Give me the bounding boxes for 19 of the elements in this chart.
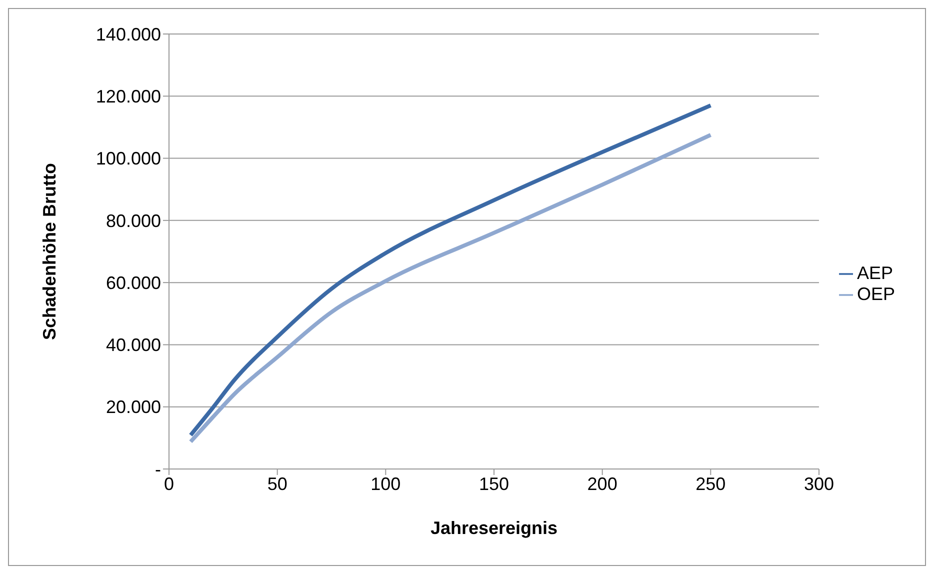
y-tick-label: 40.000 (106, 335, 161, 356)
x-tick-label: 150 (478, 474, 510, 494)
legend-label: OEP (856, 284, 895, 304)
x-tick-label: 0 (164, 474, 174, 494)
x-tick-label: 50 (267, 474, 288, 494)
y-axis-title: Schadenhöhe Brutto (39, 162, 60, 340)
y-tick-label: 100.000 (96, 148, 161, 169)
y-tick-label: 60.000 (106, 272, 161, 293)
y-tick-label: 80.000 (106, 210, 161, 231)
y-tick-label: 140.000 (96, 24, 161, 44)
x-tick-label: 300 (804, 474, 834, 494)
legend-label: AEP (856, 263, 894, 283)
x-tick-label: 200 (587, 474, 618, 494)
x-tick-label: 100 (370, 474, 401, 494)
x-axis-title: Jahresereignis (430, 518, 558, 538)
y-tick-label: - (155, 459, 161, 480)
y-tick-label: 120.000 (96, 86, 161, 107)
y-tick-label: 20.000 (106, 397, 161, 418)
x-tick-label: 250 (696, 474, 726, 494)
